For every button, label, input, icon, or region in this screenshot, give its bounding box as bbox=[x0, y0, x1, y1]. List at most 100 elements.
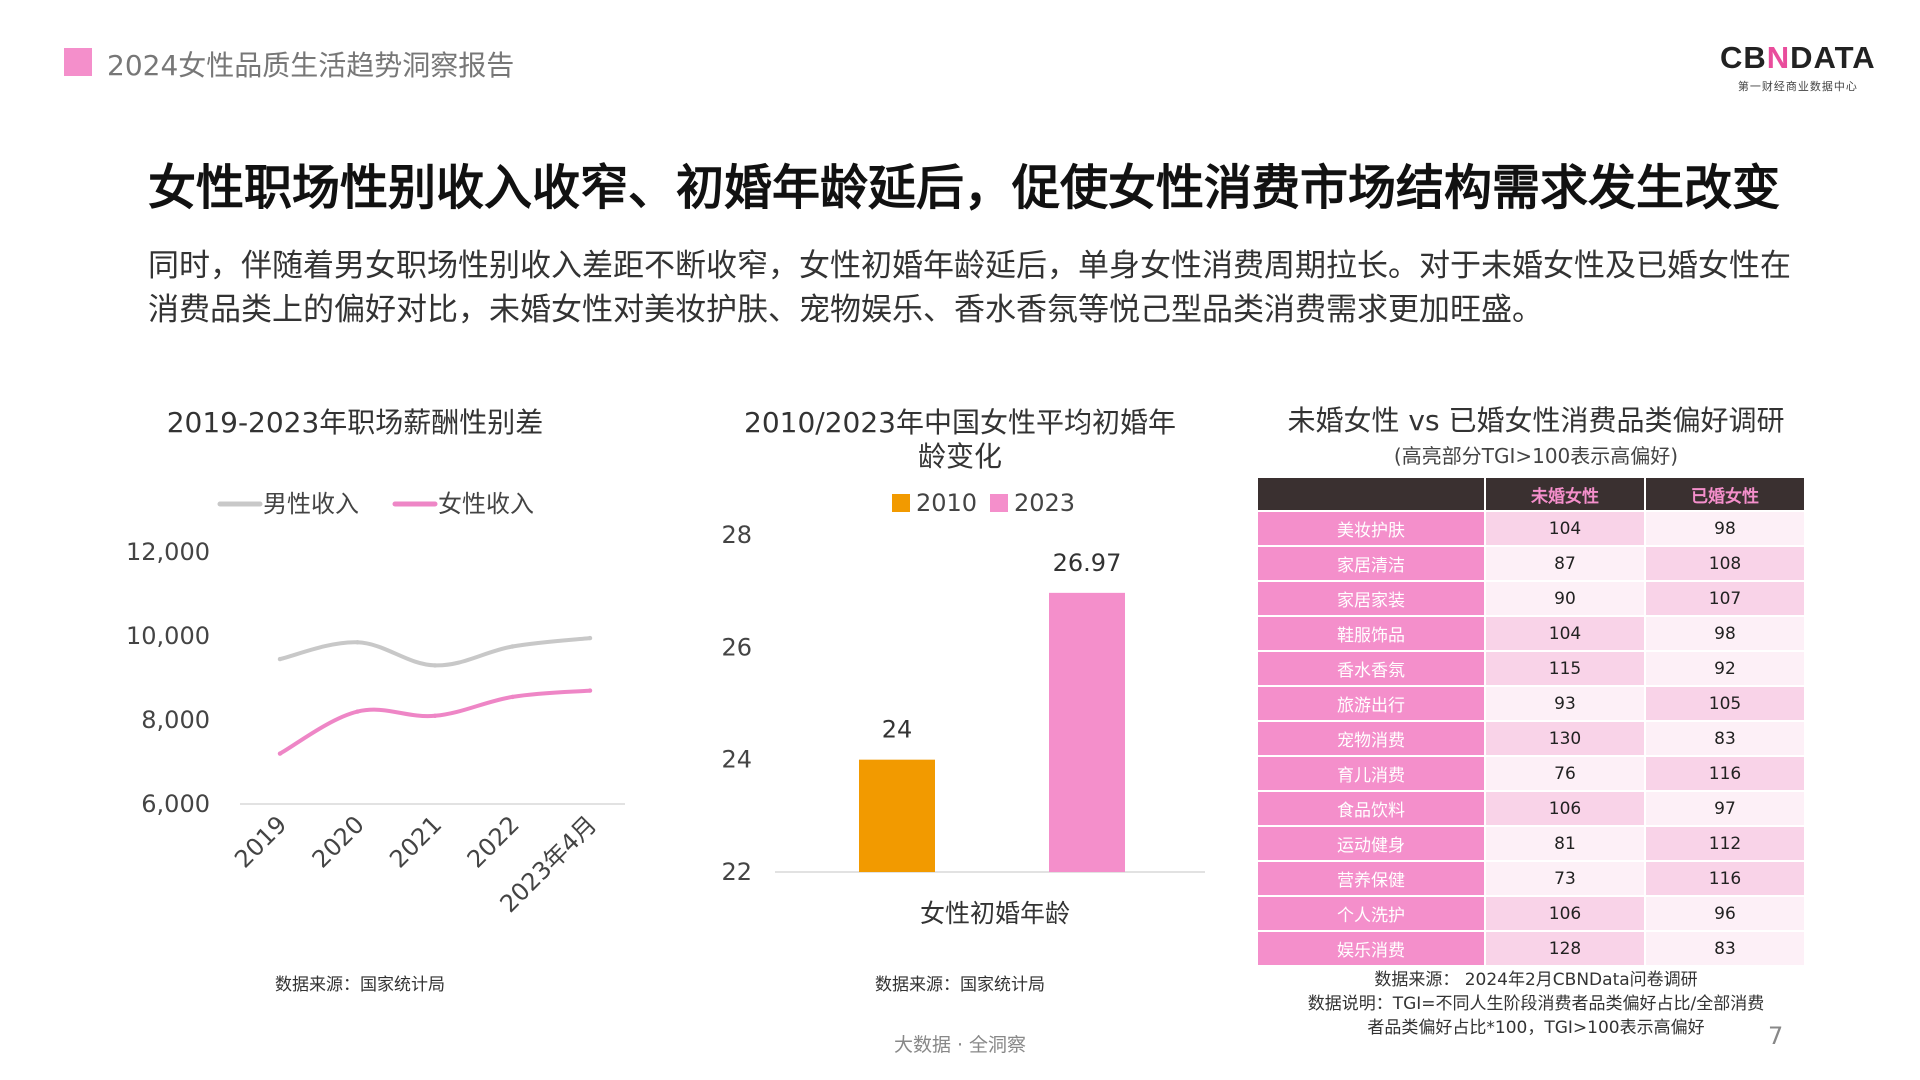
table-cell-married: 108 bbox=[1646, 547, 1804, 580]
y-tick-label: 26 bbox=[721, 633, 752, 661]
table-row: 营养保健 73 116 bbox=[1258, 862, 1804, 895]
table-cell-married: 98 bbox=[1646, 617, 1804, 650]
y-tick-label: 22 bbox=[721, 858, 752, 886]
header-square-icon bbox=[64, 48, 92, 76]
table-note-line-1: 数据说明：TGI=不同人生阶段消费者品类偏好占比/全部消费 bbox=[1307, 994, 1765, 1014]
table-cell-married: 105 bbox=[1646, 687, 1804, 720]
table-row: 宠物消费 130 83 bbox=[1258, 722, 1804, 755]
y-tick-label: 8,000 bbox=[141, 706, 210, 734]
table-note-line-2: 者品类偏好占比*100，TGI>100表示高偏好 bbox=[1367, 1018, 1705, 1038]
bar-2010 bbox=[859, 759, 935, 872]
table-cell-unmarried: 90 bbox=[1486, 582, 1644, 615]
table-source-line: 数据来源： 2024年2月CBNData问卷调研 bbox=[1374, 970, 1698, 990]
table-cell-married: 83 bbox=[1646, 722, 1804, 755]
page-number: 7 bbox=[1768, 1022, 1784, 1050]
legend-label-1: 2023 bbox=[1014, 489, 1075, 517]
data-point bbox=[587, 635, 593, 641]
data-label: 26.97 bbox=[1053, 549, 1122, 577]
bar-chart-title: 2010/2023年中国女性平均初婚年龄变化 bbox=[744, 406, 1176, 473]
table-row: 食品饮料 106 97 bbox=[1258, 792, 1804, 825]
table-cell-married: 112 bbox=[1646, 827, 1804, 860]
data-point bbox=[432, 713, 438, 718]
table-row: 鞋服饰品 104 98 bbox=[1258, 617, 1804, 650]
table-source: 数据来源： 2024年2月CBNData问卷调研 数据说明：TGI=不同人生阶段… bbox=[1256, 968, 1816, 1040]
y-tick-label: 6,000 bbox=[141, 790, 210, 818]
tgi-preference-table: 未婚女性 已婚女性 美妆护肤 104 98 家居清洁 87 108 家居家装 90 107 鞋服饰… bbox=[1256, 476, 1806, 967]
data-point bbox=[355, 640, 360, 645]
series-line-1 bbox=[278, 688, 592, 756]
y-tick-label: 28 bbox=[721, 521, 752, 549]
line-chart-source: 数据来源：国家统计局 bbox=[275, 975, 445, 995]
table-row: 旅游出行 93 105 bbox=[1258, 687, 1804, 720]
x-tick-label: 2022 bbox=[462, 810, 525, 873]
x-tick-label: 2019 bbox=[229, 810, 292, 873]
table-cell-category: 个人洗护 bbox=[1258, 897, 1484, 930]
x-category-label: 女性初婚年龄 bbox=[920, 899, 1070, 928]
table-cell-unmarried: 104 bbox=[1486, 617, 1644, 650]
data-label: 24 bbox=[882, 716, 913, 744]
table-cell-unmarried: 115 bbox=[1486, 652, 1644, 685]
legend-swatch-1 bbox=[990, 494, 1008, 512]
data-point bbox=[587, 688, 593, 693]
data-point bbox=[355, 709, 360, 714]
report-title: 2024女性品质生活趋势洞察报告 bbox=[107, 49, 515, 82]
table-row: 家居清洁 87 108 bbox=[1258, 547, 1804, 580]
legend-label-0: 男性收入 bbox=[263, 490, 359, 518]
line-chart-title: 2019-2023年职场薪酬性别差 bbox=[166, 406, 544, 439]
logo-subtitle: 第一财经商业数据中心 bbox=[1737, 80, 1858, 93]
x-tick-label: 2020 bbox=[307, 810, 370, 873]
table-cell-unmarried: 106 bbox=[1486, 792, 1644, 825]
table-cell-category: 娱乐消费 bbox=[1258, 932, 1484, 965]
y-tick-label: 10,000 bbox=[126, 622, 210, 650]
table-row: 个人洗护 106 96 bbox=[1258, 897, 1804, 930]
table-cell-category: 育儿消费 bbox=[1258, 757, 1484, 790]
table-cell-married: 116 bbox=[1646, 862, 1804, 895]
table-cell-unmarried: 73 bbox=[1486, 862, 1644, 895]
table-cell-married: 96 bbox=[1646, 897, 1804, 930]
logo-wordmark: CBNDATA bbox=[1720, 40, 1876, 75]
table-cell-unmarried: 93 bbox=[1486, 687, 1644, 720]
table-cell-unmarried: 76 bbox=[1486, 757, 1644, 790]
table-cell-married: 92 bbox=[1646, 652, 1804, 685]
data-point bbox=[510, 694, 515, 700]
data-point bbox=[277, 656, 283, 662]
first-marriage-age-bar-chart: 2010 2023 22 24 26 28 24 26.97 女性初婚年龄 bbox=[721, 489, 1205, 928]
table-cell-category: 运动健身 bbox=[1258, 827, 1484, 860]
bar-2023 bbox=[1049, 592, 1125, 872]
table-cell-married: 107 bbox=[1646, 582, 1804, 615]
page-title: 女性职场性别收入收窄、初婚年龄延后，促使女性消费市场结构需求发生改变 bbox=[148, 160, 1781, 216]
table-header-row: 未婚女性 已婚女性 bbox=[1258, 478, 1804, 510]
table-row: 运动健身 81 112 bbox=[1258, 827, 1804, 860]
table-cell-category: 家居清洁 bbox=[1258, 547, 1484, 580]
table-subtitle: (高亮部分TGI>100表示高偏好) bbox=[1393, 444, 1679, 468]
table-cell-category: 家居家装 bbox=[1258, 582, 1484, 615]
table-row: 香水香氛 115 92 bbox=[1258, 652, 1804, 685]
table-cell-category: 香水香氛 bbox=[1258, 652, 1484, 685]
table-header-married: 已婚女性 bbox=[1646, 478, 1804, 510]
table-cell-married: 97 bbox=[1646, 792, 1804, 825]
table-cell-category: 食品饮料 bbox=[1258, 792, 1484, 825]
table-row: 家居家装 90 107 bbox=[1258, 582, 1804, 615]
table-row: 育儿消费 76 116 bbox=[1258, 757, 1804, 790]
table-title: 未婚女性 vs 已婚女性消费品类偏好调研 bbox=[1287, 404, 1785, 437]
y-tick-label: 24 bbox=[721, 746, 752, 774]
table-row: 美妆护肤 104 98 bbox=[1258, 512, 1804, 545]
data-point bbox=[277, 751, 283, 756]
table-cell-unmarried: 87 bbox=[1486, 547, 1644, 580]
y-tick-label: 12,000 bbox=[126, 538, 210, 566]
table-cell-category: 旅游出行 bbox=[1258, 687, 1484, 720]
table-cell-unmarried: 106 bbox=[1486, 897, 1644, 930]
footer-slogan: 大数据 · 全洞察 bbox=[893, 1034, 1027, 1056]
table-cell-married: 98 bbox=[1646, 512, 1804, 545]
table-header-blank bbox=[1258, 478, 1484, 510]
table-cell-category: 美妆护肤 bbox=[1258, 512, 1484, 545]
series-line-0 bbox=[278, 636, 592, 668]
data-point bbox=[432, 663, 438, 668]
x-tick-label: 2021 bbox=[384, 810, 447, 873]
table-cell-unmarried: 128 bbox=[1486, 932, 1644, 965]
legend-swatch-0 bbox=[892, 494, 910, 512]
table-header-unmarried: 未婚女性 bbox=[1486, 478, 1644, 510]
table-cell-married: 83 bbox=[1646, 932, 1804, 965]
table-cell-married: 116 bbox=[1646, 757, 1804, 790]
